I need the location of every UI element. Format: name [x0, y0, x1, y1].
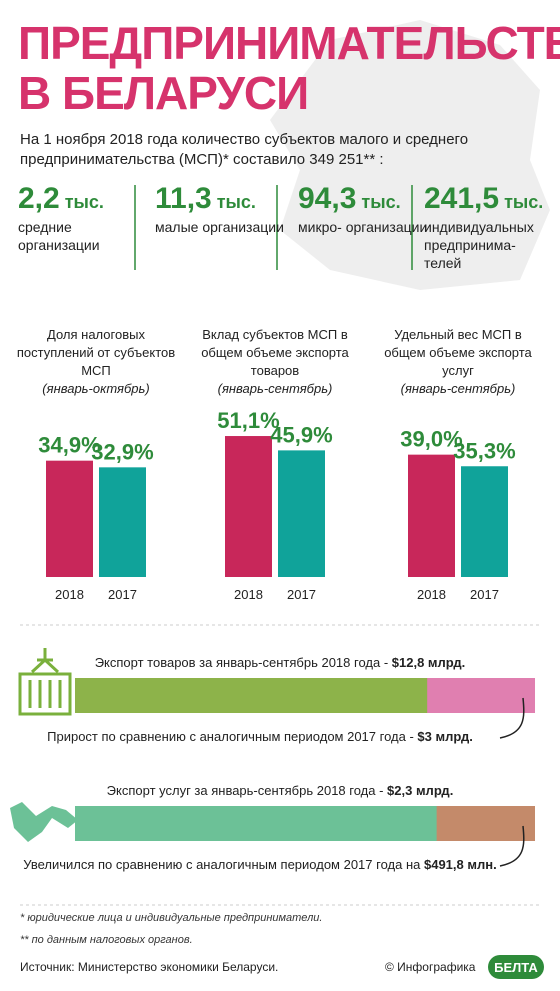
chart-title: Вклад субъектов МСП в общем объеме экспо…: [195, 326, 355, 398]
chart-subtitle: (январь-сентябрь): [400, 381, 516, 396]
value-label: 32,9%: [91, 439, 153, 464]
stat-unit: тыс.: [504, 192, 544, 212]
change-label: Прирост по сравнению с аналогичным перио…: [47, 729, 418, 744]
export-label: Экспорт товаров за январь-сентябрь 2018 …: [94, 655, 392, 670]
stat-value-row: 2,2 тыс.: [18, 182, 148, 216]
title: В БЕЛАРУСИ: [18, 67, 309, 119]
handshake-icon: [10, 802, 78, 842]
footnote: ** по данным налоговых органов.: [20, 934, 193, 946]
value-label: 45,9%: [270, 422, 332, 447]
arrow: [499, 697, 525, 739]
title: ПРЕДПРИНИМАТЕЛЬСТВО: [18, 17, 560, 69]
export-bar-change: [436, 806, 535, 841]
value-label: 34,9%: [38, 433, 100, 458]
stat-value: 94,3: [298, 182, 357, 215]
change-value: $3 млрд.: [417, 729, 473, 744]
intro: На 1 ноября 2018 года количество субъект…: [20, 131, 469, 168]
category-label: 2018: [234, 587, 263, 602]
category-label: 2017: [108, 587, 137, 602]
change-label: Увеличился по сравнению с аналогичным пе…: [23, 857, 424, 872]
stat-unit: тыс.: [361, 192, 401, 212]
stat-label: индивидуальных предпринима- телей: [424, 219, 534, 271]
category-label: 2018: [417, 587, 446, 602]
stat: 2,2 тыс. средние организации: [18, 182, 148, 254]
bar: [225, 436, 272, 577]
footnote: * юридические лица и индивидуальные пред…: [20, 912, 323, 924]
credit: © Инфографика: [385, 960, 476, 974]
logo: БЕЛТА: [494, 960, 538, 975]
change-text: Прирост по сравнению с аналогичным перио…: [0, 729, 540, 744]
stat-label: микро- организации: [298, 219, 428, 235]
stat-value: 241,5: [424, 182, 500, 215]
map-background: [270, 20, 550, 290]
stat-unit: тыс.: [64, 192, 104, 212]
export-total: $2,3 млрд.: [387, 783, 454, 798]
chart-title: Доля налоговых поступлений от субъектов …: [16, 327, 176, 396]
logo-badge: [488, 955, 544, 979]
value-label: 35,3%: [453, 438, 515, 463]
stat-label: малые организации: [155, 219, 284, 235]
source: Источник: Министерство экономики Беларус…: [20, 960, 279, 974]
stat-value-row: 11,3 тыс.: [155, 182, 285, 216]
stat-value: 11,3: [155, 182, 212, 215]
stat: 241,5 тыс. индивидуальных предпринима- тел…: [424, 182, 554, 272]
category-label: 2017: [287, 587, 316, 602]
export-bar-change: [427, 678, 535, 713]
stat-value-row: 241,5 тыс.: [424, 182, 554, 216]
stat-label: средние организации: [18, 219, 100, 253]
export-total: $12,8 млрд.: [391, 655, 466, 670]
bar: [461, 466, 508, 577]
stat-value-row: 94,3 тыс.: [298, 182, 428, 216]
container-icon: [18, 648, 72, 716]
bar: [99, 467, 146, 577]
chart-subtitle: (январь-октябрь): [42, 381, 150, 396]
bar: [46, 460, 93, 577]
stat: 94,3 тыс. микро- организации: [298, 182, 428, 236]
category-label: 2017: [470, 587, 499, 602]
chart-title: Удельный вес МСП в общем объеме экспорта…: [378, 326, 538, 398]
value-label: 51,1%: [217, 408, 279, 433]
category-label: 2018: [55, 587, 84, 602]
export-text: Экспорт товаров за январь-сентябрь 2018 …: [0, 655, 560, 670]
arrow: [499, 825, 525, 867]
chart-subtitle: (январь-сентябрь): [217, 381, 333, 396]
stat-unit: тыс.: [216, 192, 256, 212]
bar: [278, 450, 325, 577]
bar: [408, 454, 455, 577]
stat-value: 2,2: [18, 182, 60, 215]
change-value: $491,8 млн.: [423, 857, 497, 872]
stat: 11,3 тыс. малые организации: [155, 182, 285, 236]
change-text: Увеличился по сравнению с аналогичным пе…: [0, 857, 540, 872]
export-label: Экспорт услуг за январь-сентябрь 2018 го…: [106, 783, 388, 798]
export-text: Экспорт услуг за январь-сентябрь 2018 го…: [0, 783, 560, 798]
value-label: 39,0%: [400, 427, 462, 452]
